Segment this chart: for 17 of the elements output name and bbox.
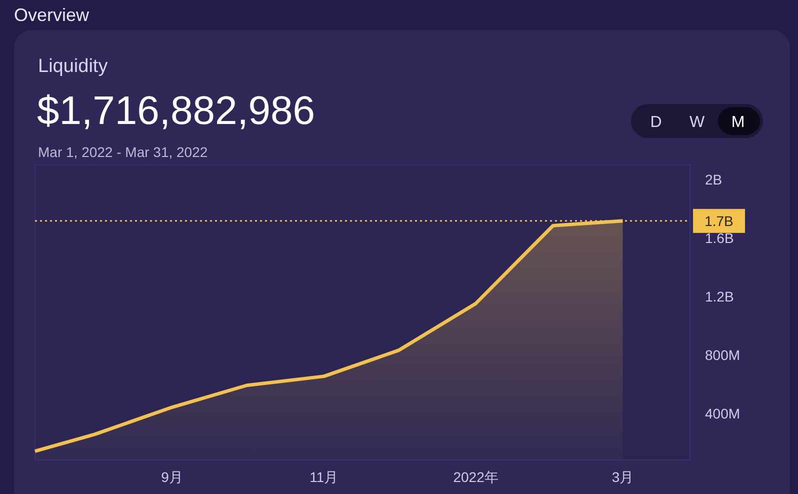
ref-line-label: 1.7B [704, 212, 734, 229]
y-tick-label: 800M [705, 346, 740, 363]
x-tick-label: 11月 [310, 469, 338, 485]
y-tick-label: 1.6B [705, 230, 734, 246]
text: D [650, 114, 662, 131]
text: Overview [14, 5, 90, 25]
text: Mar 1, 2022 - Mar 31, 2022 [38, 144, 208, 160]
x-tick-label: 3月 [612, 469, 634, 485]
text: W [689, 114, 706, 131]
chart-title: Liquidity [38, 56, 108, 77]
x-tick-label: 9月 [161, 469, 183, 485]
chart-subtitle: $1,716,882,986 [37, 89, 316, 133]
x-tick-label: 2022年 [453, 469, 498, 485]
text: M [731, 114, 745, 131]
y-tick-label: 1.2B [705, 288, 734, 304]
y-tick-label: 400M [705, 405, 740, 422]
y-tick-label: 2B [705, 172, 722, 188]
